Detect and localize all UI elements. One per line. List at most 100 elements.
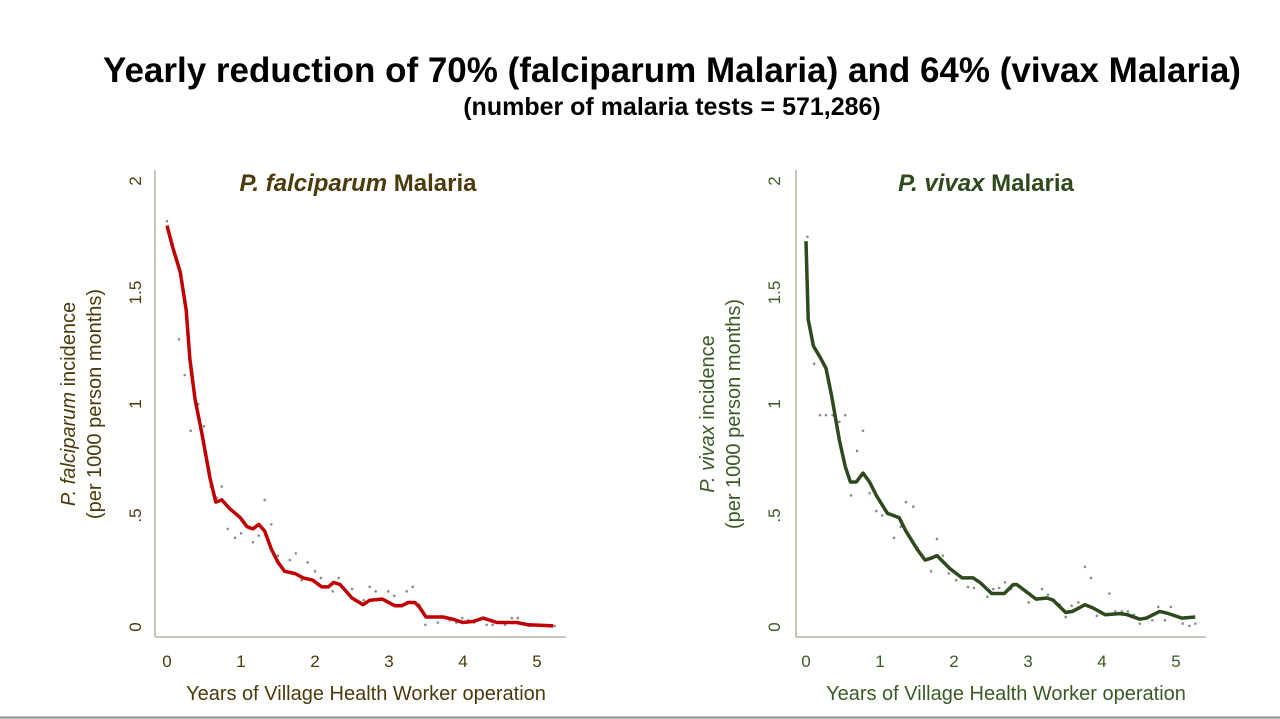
vivax-ylabel: P. vivax incidence xyxy=(697,335,719,493)
falciparum-x-tick-label: 3 xyxy=(384,652,393,671)
vivax-data-point xyxy=(892,536,896,540)
vivax-data-point xyxy=(1181,622,1184,625)
falciparum-data-point xyxy=(362,598,366,602)
vivax-data-point xyxy=(1046,593,1050,596)
vivax-data-point xyxy=(912,505,915,508)
falciparum-y-tick-label: .5 xyxy=(126,508,145,522)
vivax-data-point xyxy=(849,494,853,497)
vivax-chart-title: P. vivax Malaria xyxy=(898,170,1074,197)
vivax-data-point xyxy=(947,572,951,575)
vivax-data-point xyxy=(1040,587,1044,591)
title-italic: P. falciparum xyxy=(239,170,387,197)
falciparum-data-point xyxy=(553,624,557,628)
vivax-x-tick-label: 4 xyxy=(1097,652,1106,671)
falciparum-data-point xyxy=(331,590,335,593)
vivax-data-point xyxy=(1193,622,1197,625)
vivax-data-point xyxy=(818,413,822,417)
vivax-data-point xyxy=(1089,576,1093,580)
vivax-data-point xyxy=(1064,615,1068,619)
falciparum-data-point xyxy=(319,576,323,580)
falciparum-data-point xyxy=(306,561,309,564)
ylabel-rest: incidence xyxy=(697,335,719,425)
vivax-y-tick-label: 0 xyxy=(765,622,784,631)
falciparum-data-point xyxy=(460,616,464,620)
falciparum-data-point xyxy=(350,587,354,591)
falciparum-x-tick-label: 1 xyxy=(236,652,245,671)
falciparum-data-point xyxy=(220,485,224,488)
ylabel-italic: P. falciparum xyxy=(58,392,80,506)
falciparum-data-point xyxy=(165,219,169,223)
vivax-data-point xyxy=(997,586,1001,590)
falciparum-x-tick-label: 4 xyxy=(458,652,467,671)
vivax-x-tick-label: 0 xyxy=(801,652,810,671)
falciparum-data-point xyxy=(386,590,390,593)
vivax-data-point xyxy=(1095,614,1099,618)
falciparum-data-point xyxy=(257,534,261,537)
falciparum-y-tick-label: 1 xyxy=(126,399,145,408)
vivax-smoothed-line xyxy=(804,241,1196,621)
vivax-y-tick-label: 1 xyxy=(765,399,784,408)
vivax-chart: P. vivax Malaria P. vivax incidence (per… xyxy=(697,170,1206,705)
vivax-data-point xyxy=(880,514,884,517)
vivax-data-point xyxy=(1188,624,1191,628)
falciparum-data-point xyxy=(374,590,377,593)
vivax-x-tick-label: 1 xyxy=(875,652,884,671)
falciparum-data-point xyxy=(300,578,303,582)
vivax-data-point xyxy=(1114,610,1117,613)
vivax-data-point xyxy=(868,491,871,495)
falciparum-data-point xyxy=(294,552,298,555)
falciparum-x-tick-label: 0 xyxy=(162,652,171,671)
falciparum-data-point xyxy=(276,554,280,557)
vivax-data-point xyxy=(855,449,859,453)
vivax-data-point xyxy=(1003,581,1007,584)
falciparum-data-point xyxy=(516,616,520,620)
vivax-xlabel: Years of Village Health Worker operation xyxy=(826,683,1186,705)
falciparum-smoothed-line xyxy=(165,225,554,628)
vivax-data-point xyxy=(812,362,816,366)
vivax-data-point xyxy=(861,429,865,433)
falciparum-data-point xyxy=(202,425,206,428)
falciparum-y-tick-label: 2 xyxy=(126,176,145,185)
vivax-y-tick-label: 1.5 xyxy=(765,281,784,305)
slide-subtitle: (number of malaria tests = 571,286) xyxy=(463,93,881,121)
vivax-data-point xyxy=(1169,605,1173,609)
falciparum-data-point xyxy=(423,623,427,627)
ylabel-rest: incidence xyxy=(58,302,80,392)
vivax-y-tick-label: 2 xyxy=(765,176,784,185)
vivax-data-point xyxy=(1077,601,1080,604)
falciparum-chart: P. falciparum Malaria P. falciparum inci… xyxy=(58,170,566,705)
vivax-data-point xyxy=(838,420,841,424)
title-rest: Malaria xyxy=(984,170,1074,197)
vivax-data-point xyxy=(1120,610,1124,613)
falciparum-data-point xyxy=(510,616,514,620)
falciparum-data-point xyxy=(436,621,440,624)
falciparum-ylabel: P. falciparum incidence xyxy=(58,302,80,506)
vivax-data-point xyxy=(929,569,933,573)
falciparum-x-tick-label: 5 xyxy=(532,652,541,671)
vivax-data-point xyxy=(966,585,970,589)
vivax-data-point xyxy=(1070,604,1073,608)
vivax-y-tick-label: .5 xyxy=(765,508,784,522)
falciparum-data-point xyxy=(233,536,237,540)
falciparum-data-point xyxy=(183,373,187,377)
falciparum-data-point xyxy=(270,523,273,526)
falciparum-data-point xyxy=(177,338,181,341)
falciparum-data-point xyxy=(405,590,409,593)
falciparum-data-point xyxy=(411,585,414,589)
vivax-data-point xyxy=(1108,592,1111,595)
vivax-data-point xyxy=(1138,622,1142,625)
falciparum-data-point xyxy=(392,594,396,598)
vivax-data-point xyxy=(972,586,976,590)
falciparum-y-tick-label: 0 xyxy=(126,622,145,631)
vivax-data-point xyxy=(843,413,847,417)
falciparum-data-point xyxy=(239,532,243,535)
vivax-data-point xyxy=(904,500,908,504)
falciparum-data-point xyxy=(226,527,229,531)
vivax-data-point xyxy=(991,587,995,591)
vivax-data-point xyxy=(986,595,989,599)
falciparum-y-tick-label: 1.5 xyxy=(126,281,145,305)
falciparum-data-point xyxy=(288,558,292,562)
vivax-data-point xyxy=(875,509,878,513)
falciparum-data-point xyxy=(263,498,266,502)
